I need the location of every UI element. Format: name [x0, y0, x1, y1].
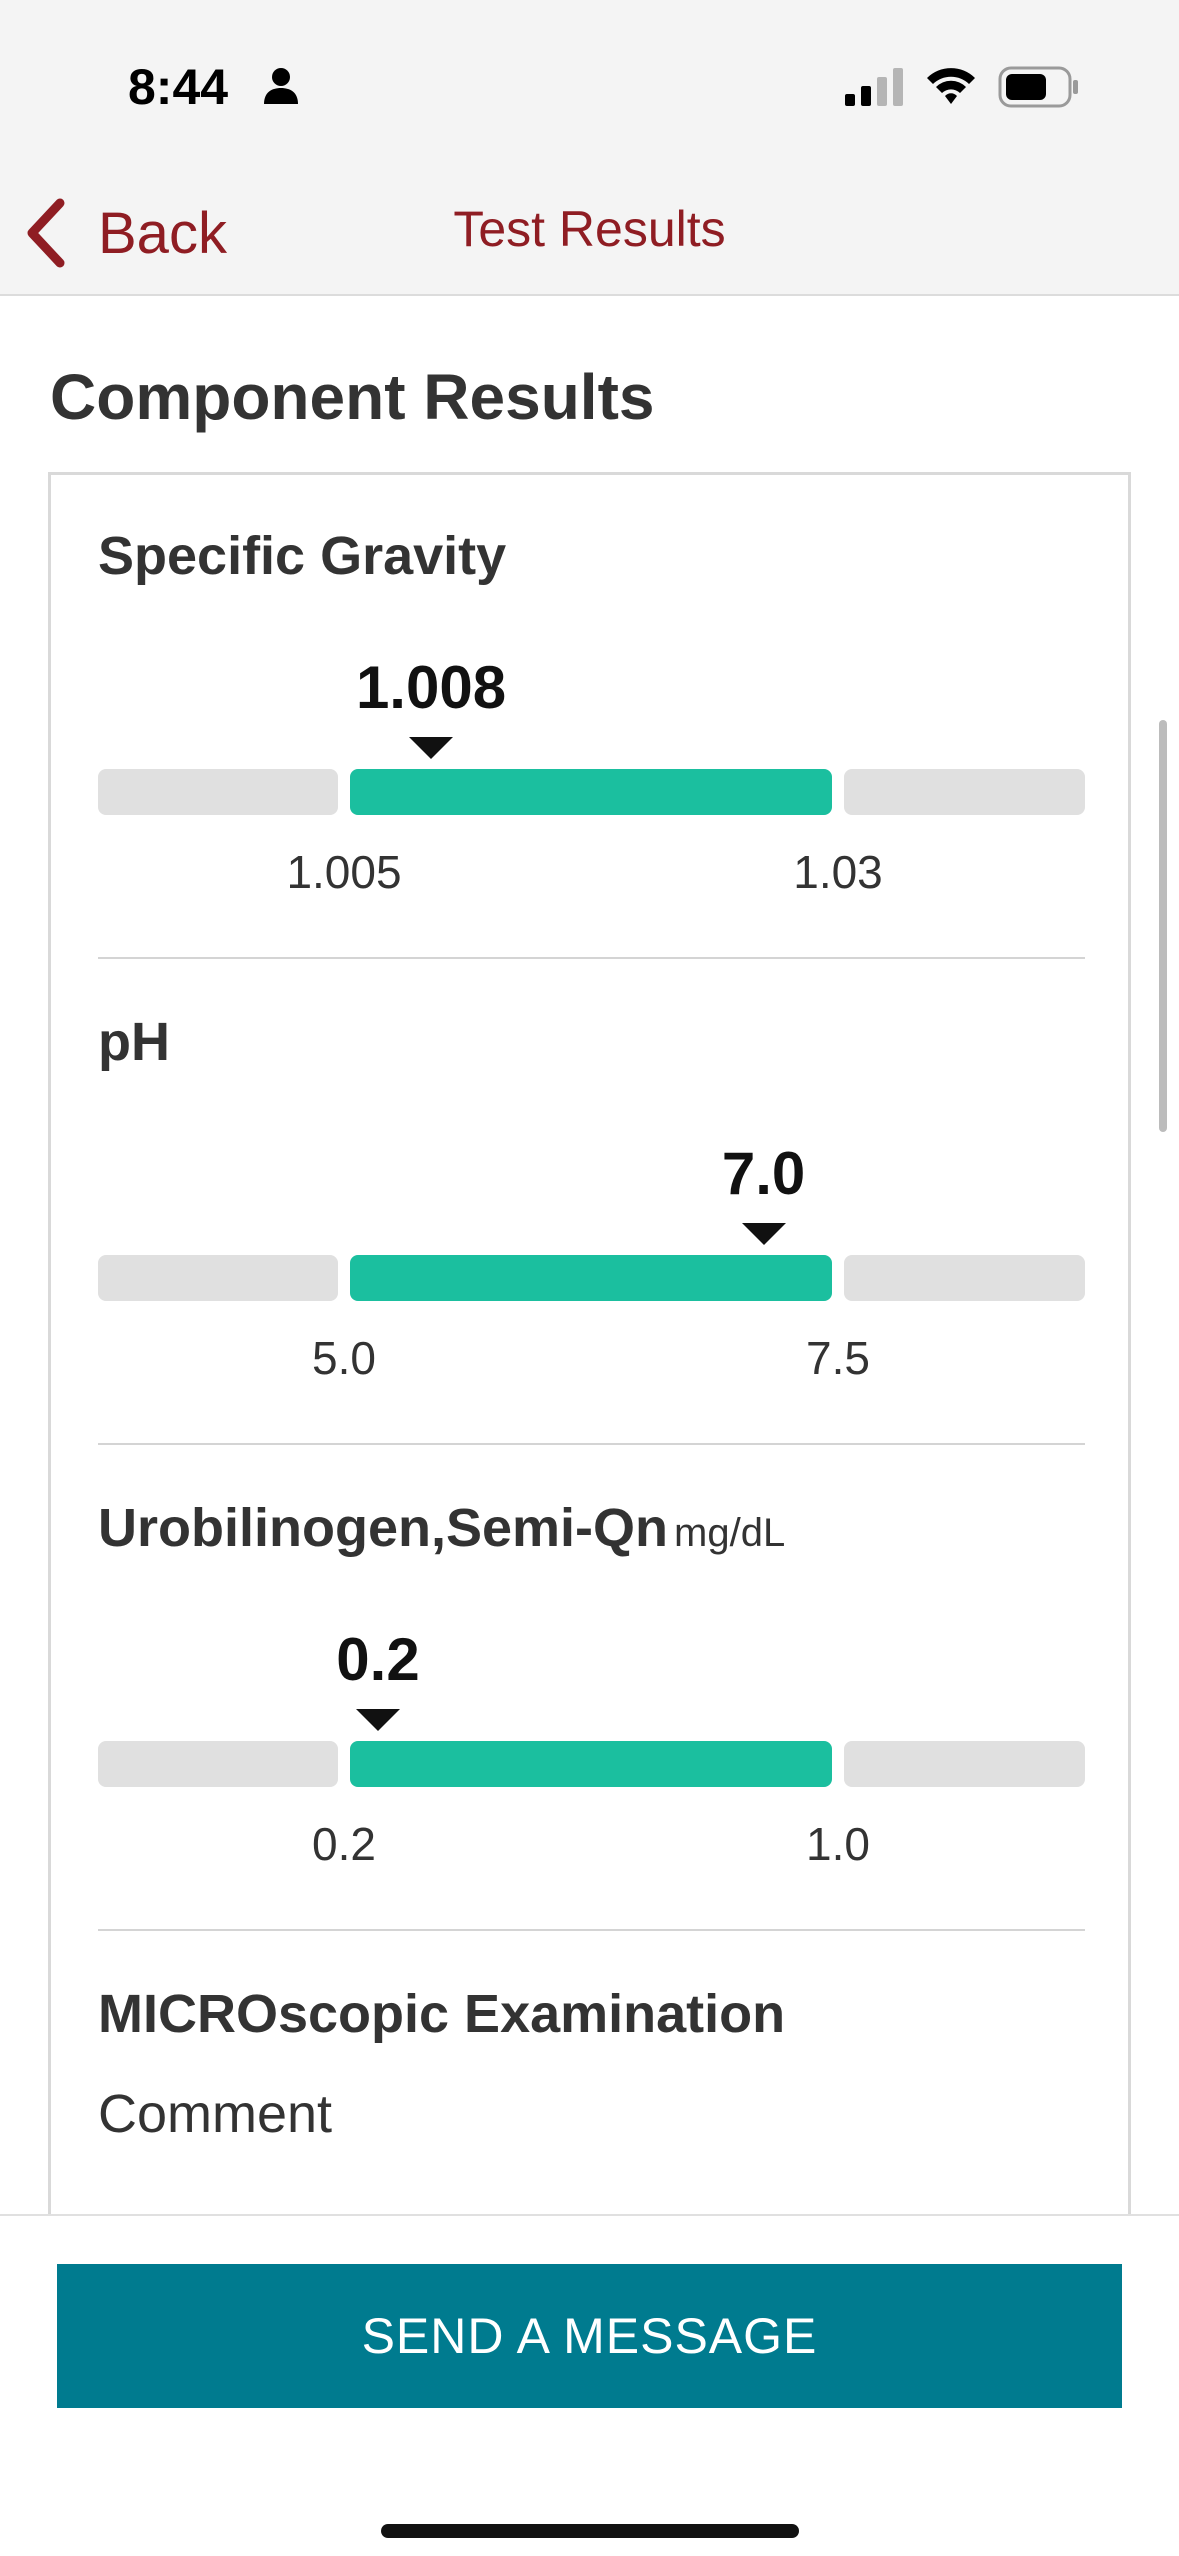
value-pointer-icon	[356, 1709, 400, 1731]
normal-range-segment	[350, 1255, 832, 1301]
below-range-segment	[98, 1255, 338, 1301]
bottom-action-bar: SEND A MESSAGE	[0, 2214, 1179, 2556]
back-label: Back	[98, 200, 227, 266]
status-bar: 8:44	[0, 0, 1179, 170]
person-icon	[264, 68, 298, 104]
navigation-bar: Back Test Results	[0, 170, 1179, 296]
result-value: 7.0	[721, 1140, 806, 1207]
result-name-text: Urobilinogen,Semi-Qn	[98, 1498, 669, 1558]
back-button[interactable]: Back	[22, 188, 227, 278]
range-high-label: 1.03	[793, 846, 883, 898]
result-name: pH	[98, 1011, 170, 1073]
comment-label: Comment	[98, 2084, 333, 2144]
result-name: Specific Gravity	[98, 525, 506, 587]
home-indicator	[381, 2524, 799, 2538]
results-card: Specific Gravity 1.008 1.005 1.03 pH 7.0…	[48, 472, 1131, 2222]
above-range-segment	[844, 1741, 1085, 1787]
range-high-label: 1.0	[806, 1818, 870, 1870]
result-value: 0.2	[336, 1626, 420, 1693]
result-name: Urobilinogen,Semi-Qn mg/dL	[98, 1497, 785, 1559]
above-range-segment	[844, 769, 1085, 815]
normal-range-segment	[350, 1741, 832, 1787]
range-low-label: 5.0	[312, 1332, 376, 1384]
value-pointer-icon	[741, 1223, 786, 1245]
status-time: 8:44	[128, 59, 229, 115]
range-low-label: 0.2	[312, 1818, 376, 1870]
below-range-segment	[98, 1741, 338, 1787]
result-value: 1.008	[355, 654, 507, 721]
divider	[98, 1443, 1085, 1445]
wifi-icon	[927, 68, 975, 104]
range-low-label: 1.005	[286, 846, 402, 898]
page-header-title: Test Results	[0, 200, 1179, 258]
chevron-left-icon	[27, 198, 65, 268]
above-range-segment	[844, 1255, 1085, 1301]
divider	[98, 1929, 1085, 1931]
nav-title-text: Test Results	[453, 201, 726, 257]
result-name-text: Specific Gravity	[98, 526, 507, 586]
page-title: Component Results	[50, 361, 655, 433]
battery-icon	[998, 66, 1078, 108]
range-high-label: 7.5	[806, 1332, 870, 1384]
result-name-text: pH	[98, 1012, 170, 1072]
cellular-signal-icon	[845, 68, 903, 106]
normal-range-segment	[350, 769, 832, 815]
send-message-button[interactable]: SEND A MESSAGE	[57, 2264, 1122, 2408]
section-title-microscopic: MICROscopic Examination	[98, 1984, 786, 2044]
value-pointer-icon	[409, 737, 454, 759]
scrollbar[interactable]	[1159, 720, 1167, 1132]
below-range-segment	[98, 769, 338, 815]
result-unit: mg/dL	[674, 1511, 786, 1555]
divider	[98, 957, 1085, 959]
